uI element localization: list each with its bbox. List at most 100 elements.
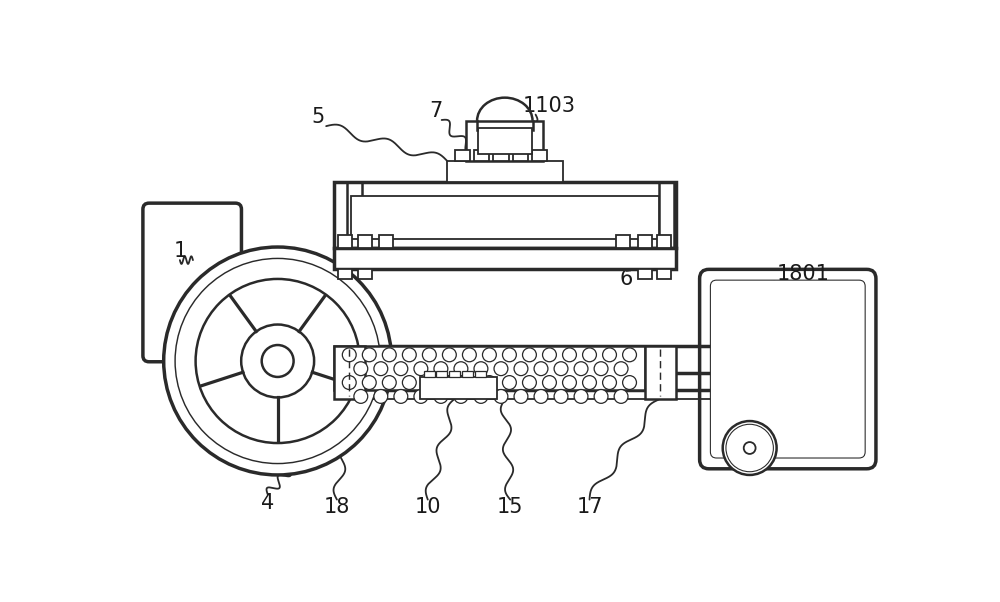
Bar — [475, 371, 486, 377]
Text: 4: 4 — [261, 494, 274, 514]
Circle shape — [474, 362, 488, 376]
Bar — [436, 371, 447, 377]
Circle shape — [402, 376, 416, 389]
Circle shape — [342, 348, 356, 362]
Circle shape — [382, 376, 396, 389]
Circle shape — [362, 376, 376, 389]
Circle shape — [494, 389, 508, 403]
Bar — [462, 371, 473, 377]
Text: 1: 1 — [173, 241, 186, 261]
Text: 1801: 1801 — [777, 264, 830, 284]
Text: 6: 6 — [620, 268, 633, 288]
Circle shape — [454, 389, 468, 403]
Circle shape — [262, 345, 294, 377]
Circle shape — [623, 348, 636, 362]
Circle shape — [241, 324, 314, 397]
Circle shape — [434, 362, 448, 376]
Circle shape — [583, 376, 596, 389]
Circle shape — [534, 362, 548, 376]
Bar — [638, 235, 652, 248]
Circle shape — [422, 376, 436, 389]
Circle shape — [394, 362, 408, 376]
Bar — [447, 161, 563, 182]
Circle shape — [354, 362, 368, 376]
Bar — [657, 235, 671, 248]
Bar — [493, 150, 509, 161]
Circle shape — [342, 376, 356, 389]
Bar — [358, 235, 372, 248]
Circle shape — [394, 389, 408, 403]
Circle shape — [462, 348, 476, 362]
Circle shape — [594, 389, 608, 403]
Circle shape — [514, 389, 528, 403]
Bar — [474, 150, 489, 161]
Circle shape — [563, 348, 576, 362]
Text: 7: 7 — [429, 101, 442, 121]
Circle shape — [494, 362, 508, 376]
Circle shape — [474, 389, 488, 403]
Bar — [455, 150, 470, 161]
Circle shape — [454, 362, 468, 376]
Circle shape — [414, 362, 428, 376]
Bar — [616, 235, 630, 248]
Circle shape — [723, 421, 777, 475]
Circle shape — [434, 389, 448, 403]
Circle shape — [735, 433, 764, 463]
Circle shape — [554, 362, 568, 376]
Circle shape — [175, 258, 380, 464]
FancyBboxPatch shape — [700, 269, 876, 469]
Circle shape — [422, 348, 436, 362]
Bar — [638, 268, 652, 279]
Circle shape — [374, 362, 388, 376]
Bar — [358, 268, 372, 279]
Circle shape — [523, 376, 536, 389]
Bar — [379, 235, 393, 248]
Circle shape — [442, 376, 456, 389]
Text: 15: 15 — [497, 497, 523, 517]
Circle shape — [164, 247, 392, 475]
Circle shape — [502, 376, 516, 389]
Bar — [478, 128, 532, 154]
Circle shape — [594, 362, 608, 376]
Bar — [449, 371, 460, 377]
Circle shape — [482, 376, 496, 389]
Bar — [657, 268, 671, 279]
Bar — [532, 150, 547, 161]
Text: 18: 18 — [324, 497, 350, 517]
FancyBboxPatch shape — [710, 280, 865, 458]
Bar — [338, 235, 352, 248]
Circle shape — [414, 389, 428, 403]
Circle shape — [362, 348, 376, 362]
Text: 1103: 1103 — [523, 96, 576, 116]
Circle shape — [534, 389, 548, 403]
Text: 5: 5 — [312, 107, 325, 127]
Circle shape — [374, 389, 388, 403]
Text: 10: 10 — [415, 497, 441, 517]
Circle shape — [523, 348, 536, 362]
Circle shape — [563, 376, 576, 389]
Bar — [420, 377, 497, 399]
Bar — [512, 150, 528, 161]
Circle shape — [554, 389, 568, 403]
Circle shape — [614, 362, 628, 376]
Circle shape — [603, 348, 616, 362]
Bar — [334, 346, 365, 400]
Circle shape — [462, 376, 476, 389]
Circle shape — [482, 348, 496, 362]
Circle shape — [354, 389, 368, 403]
Circle shape — [583, 348, 596, 362]
Circle shape — [514, 362, 528, 376]
Bar — [334, 248, 676, 268]
Circle shape — [543, 348, 556, 362]
Circle shape — [442, 348, 456, 362]
Bar — [338, 268, 352, 279]
Circle shape — [574, 389, 588, 403]
Circle shape — [574, 362, 588, 376]
Bar — [334, 182, 676, 248]
FancyBboxPatch shape — [143, 203, 241, 362]
Circle shape — [196, 279, 360, 443]
Circle shape — [402, 348, 416, 362]
Bar — [351, 196, 659, 238]
Bar — [466, 121, 543, 161]
Bar — [334, 346, 645, 390]
